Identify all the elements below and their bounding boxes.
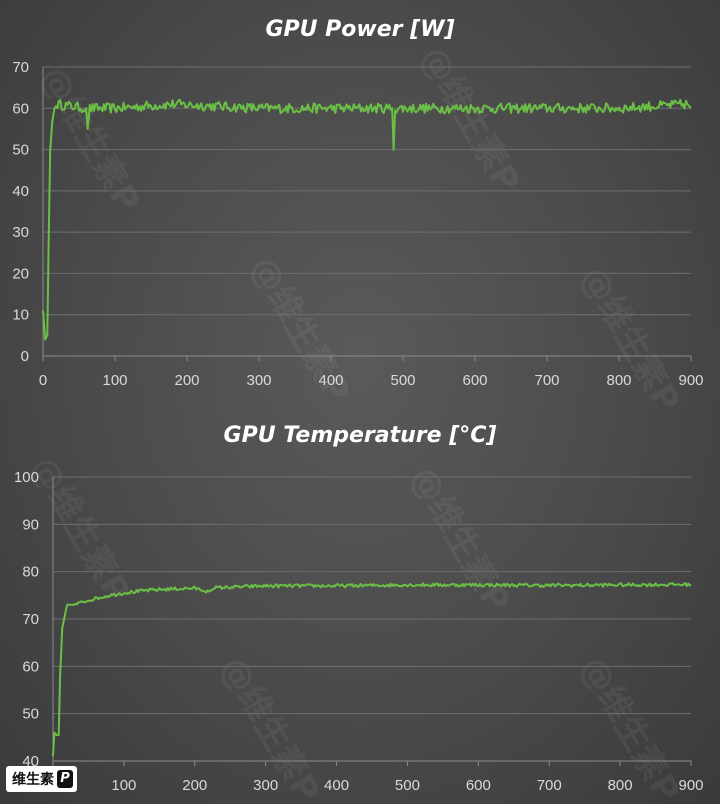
y-tick-label: 0 xyxy=(21,348,29,365)
y-tick-label: 100 xyxy=(14,469,39,486)
y-tick-label: 70 xyxy=(22,611,39,628)
chart-title: GPU Power [W] xyxy=(265,17,454,42)
x-tick-label: 600 xyxy=(466,777,491,794)
y-tick-label: 10 xyxy=(12,307,29,324)
x-tick-label: 300 xyxy=(246,372,271,389)
y-tick-label: 50 xyxy=(12,142,29,159)
x-tick-label: 300 xyxy=(253,777,278,794)
x-tick-label: 500 xyxy=(395,777,420,794)
watermarks: @维生素P @维生素P @维生素P @维生素P @维生素P @维生素P @维生素… xyxy=(22,40,687,804)
watermark-5: @维生素P xyxy=(22,450,137,609)
y-tick-label: 40 xyxy=(22,753,39,770)
y-tick-label: 60 xyxy=(12,100,29,117)
y-tick-label: 90 xyxy=(22,516,39,533)
gpu-temperature-chart: GPU Temperature [°C]40506070809010001002… xyxy=(14,423,704,794)
watermark-4: @维生素P xyxy=(572,260,687,419)
x-tick-label: 400 xyxy=(318,372,343,389)
x-tick-label: 600 xyxy=(462,372,487,389)
x-tick-label: 100 xyxy=(111,777,136,794)
x-tick-label: 0 xyxy=(39,372,47,389)
y-tick-label: 70 xyxy=(12,59,29,76)
brand-logo: 维生素 P xyxy=(6,766,77,792)
x-tick-label: 800 xyxy=(606,372,631,389)
x-tick-label: 500 xyxy=(390,372,415,389)
x-tick-label: 200 xyxy=(182,777,207,794)
x-tick-label: 700 xyxy=(537,777,562,794)
x-tick-label: 700 xyxy=(534,372,559,389)
x-tick-label: 900 xyxy=(678,372,703,389)
x-tick-label: 100 xyxy=(102,372,127,389)
brand-logo-text: 维生素 xyxy=(12,772,54,788)
series-line xyxy=(42,98,692,341)
series-line xyxy=(52,582,692,757)
watermark-2: @维生素P xyxy=(412,40,527,199)
x-tick-label: 200 xyxy=(174,372,199,389)
brand-logo-badge: P xyxy=(57,770,73,788)
y-tick-label: 20 xyxy=(12,265,29,282)
y-tick-label: 50 xyxy=(22,706,39,723)
y-tick-label: 40 xyxy=(12,183,29,200)
x-tick-label: 900 xyxy=(678,777,703,794)
x-tick-label: 800 xyxy=(608,777,633,794)
x-tick-label: 400 xyxy=(324,777,349,794)
watermark-6: @维生素P xyxy=(402,460,517,619)
y-tick-label: 30 xyxy=(12,224,29,241)
y-tick-label: 80 xyxy=(22,564,39,581)
chart-title: GPU Temperature [°C] xyxy=(224,423,497,448)
y-tick-label: 60 xyxy=(22,658,39,675)
